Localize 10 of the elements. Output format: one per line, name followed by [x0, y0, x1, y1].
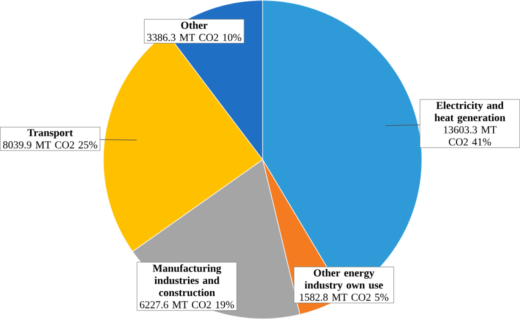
data-label: 1582.8 MT CO2 5%	[300, 294, 388, 301]
slice-label: Transport	[27, 129, 73, 138]
data-label: 6227.6 MT CO2 19%	[140, 301, 234, 308]
slice-label: Electricity and heat generation	[434, 101, 506, 124]
data-label: 3386.3 MT CO2 10%	[147, 34, 242, 41]
data-label: 8039.9 MT CO2 25%	[3, 141, 98, 148]
slice-label: Manufacturing industries and construction	[152, 264, 222, 296]
data-label: 13603.3 MT CO2 41%	[444, 126, 497, 146]
slice-label: Other energy industry own use	[304, 268, 383, 291]
slice-label: Other	[181, 21, 208, 29]
